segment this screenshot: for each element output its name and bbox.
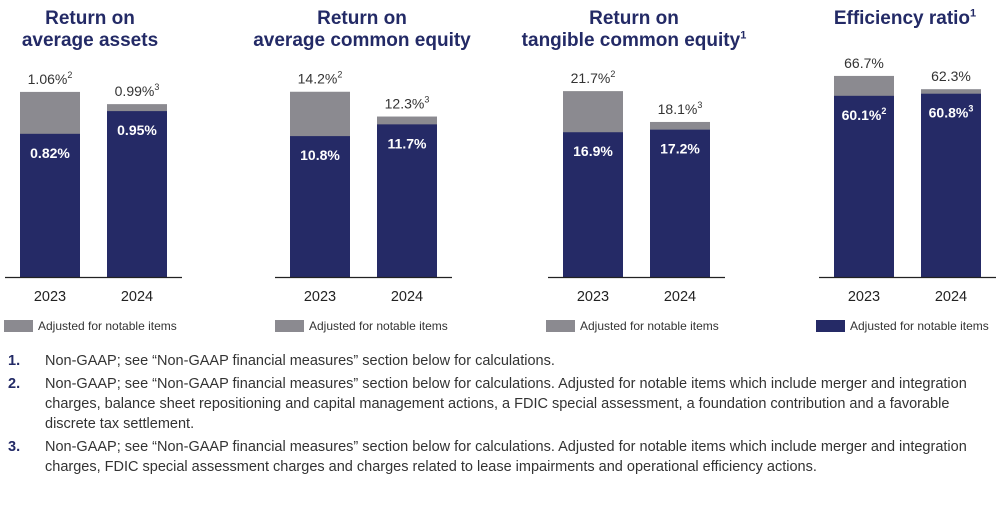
bar-total-label-2023: 14.2%2 (298, 70, 343, 87)
bar-charts-svg: 0.82% 1.06%2 2023 0.95% 0.99%3 2024 10.8% 14.2%… (5, 55, 996, 305)
legend-label: Adjusted for notable items (309, 319, 448, 333)
legend-swatch (546, 320, 575, 332)
chart-legend: Adjusted for notable items (4, 319, 177, 333)
chart-title: Return on average common equity (212, 8, 512, 52)
bar-base-2023 (20, 133, 80, 277)
x-tick-label-2024: 2024 (121, 289, 153, 305)
chart-title: Return on tangible common equity1 (484, 8, 784, 52)
bar-value-label-2024: 0.95% (117, 122, 157, 138)
bar-total-label-2023: 1.06%2 (28, 70, 73, 87)
legend-swatch (4, 320, 33, 332)
chart-title-line: Efficiency ratio1 (833, 7, 977, 29)
chart-legend: Adjusted for notable items (546, 319, 719, 333)
bar-total-label-2024: 62.3% (931, 68, 971, 84)
chart-title-line: tangible common equity1 (521, 29, 747, 51)
footnote-text: Non-GAAP; see “Non-GAAP financial measur… (45, 439, 967, 475)
chart-legend: Adjusted for notable items (275, 319, 448, 333)
bar-value-label-2023: 0.82% (30, 145, 70, 161)
x-tick-label-2023: 2023 (304, 289, 336, 305)
legend-swatch (275, 320, 304, 332)
bar-base-2023 (834, 95, 894, 277)
bar-value-label-2023: 10.8% (300, 147, 340, 163)
bar-value-label-2024: 17.2% (660, 141, 700, 157)
bar-base-2024 (107, 111, 167, 277)
bar-value-label-2024: 60.8%3 (929, 104, 974, 121)
legend-label: Adjusted for notable items (580, 319, 719, 333)
legend-label: Adjusted for notable items (38, 319, 177, 333)
legend-label: Adjusted for notable items (850, 319, 989, 333)
chart-legend: Adjusted for notable items (816, 319, 989, 333)
footnote-number: 2. (8, 376, 21, 392)
bar-value-label-2024: 11.7% (388, 135, 427, 151)
chart-title: Efficiency ratio1 (755, 8, 1007, 30)
footnote-text: Non-GAAP; see “Non-GAAP financial measur… (45, 376, 967, 432)
x-tick-label-2024: 2024 (935, 289, 967, 305)
bar-value-label-2023: 60.1%2 (842, 106, 887, 123)
legend-swatch (816, 320, 845, 332)
x-tick-label-2024: 2024 (664, 289, 696, 305)
footnote-number: 1. (8, 353, 21, 369)
chart-title-line: Return on (45, 8, 135, 29)
bar-total-label-2023: 66.7% (844, 55, 884, 71)
x-tick-label-2023: 2023 (577, 289, 609, 305)
x-tick-label-2024: 2024 (391, 289, 423, 305)
chart-title: Return on average assets (0, 8, 240, 52)
x-tick-label-2023: 2023 (34, 289, 66, 305)
footnotes: 1. Non-GAAP; see “Non-GAAP financial mea… (8, 351, 1003, 480)
bar-base-2023 (563, 132, 623, 277)
bar-total-label-2023: 21.7%2 (571, 69, 616, 86)
bar-base-2024 (377, 124, 437, 278)
bar-value-label-2023: 16.9% (573, 143, 613, 159)
bar-base-2023 (290, 136, 350, 277)
chart-title-line: average common equity (253, 30, 471, 51)
chart-title-line: Return on (589, 8, 679, 29)
bar-base-2024 (921, 93, 981, 277)
x-tick-label-2023: 2023 (848, 289, 880, 305)
bar-total-label-2024: 0.99%3 (115, 82, 160, 99)
footnote-3: 3. Non-GAAP; see “Non-GAAP financial mea… (8, 437, 1003, 477)
footnote-number: 3. (8, 439, 21, 455)
chart-title-line: Return on (317, 8, 407, 29)
footnote-1: 1. Non-GAAP; see “Non-GAAP financial mea… (8, 351, 1003, 371)
chart-title-line: average assets (21, 30, 159, 51)
bar-total-label-2024: 18.1%3 (658, 100, 703, 117)
footnote-2: 2. Non-GAAP; see “Non-GAAP financial mea… (8, 374, 1003, 434)
bar-total-label-2024: 12.3%3 (385, 95, 430, 112)
bar-base-2024 (650, 129, 710, 277)
footnote-text: Non-GAAP; see “Non-GAAP financial measur… (45, 353, 555, 369)
charts-area: 0.82% 1.06%2 2023 0.95% 0.99%3 2024 10.8% 14.2%… (0, 8, 1007, 333)
